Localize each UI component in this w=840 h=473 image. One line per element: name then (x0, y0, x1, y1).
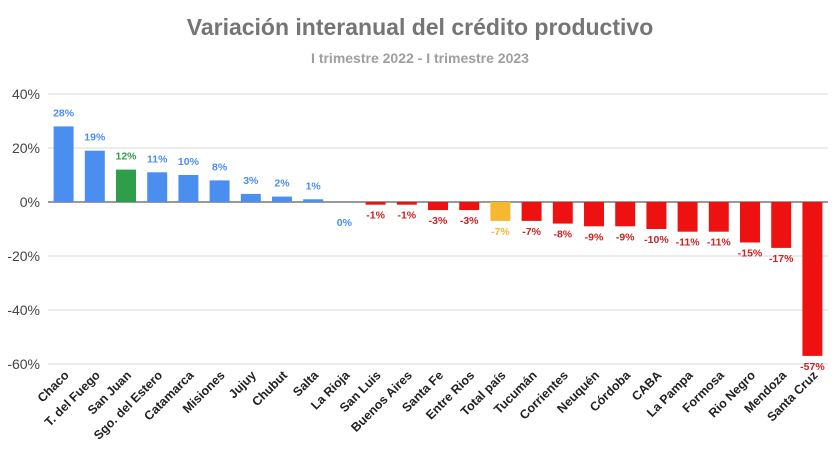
y-tick-label: 0% (20, 194, 40, 210)
bar (677, 202, 698, 232)
bar (615, 202, 636, 227)
bar (53, 126, 74, 202)
data-label: -7% (491, 226, 510, 238)
data-label: -9% (616, 231, 635, 243)
data-label: 1% (306, 180, 322, 192)
bar (708, 202, 729, 232)
bar (740, 202, 760, 243)
data-label: -15% (738, 248, 763, 260)
y-tick-label: -20% (7, 248, 40, 264)
bar (552, 202, 573, 224)
chart-title: Variación interanual del crédito product… (186, 14, 654, 40)
data-label: -7% (522, 226, 541, 238)
data-label: -11% (707, 237, 732, 249)
y-tick-label: 40% (12, 86, 40, 102)
data-label: -10% (644, 234, 669, 246)
bar (84, 150, 105, 202)
data-label: -1% (366, 210, 385, 222)
data-label: 8% (212, 161, 228, 173)
x-tick-label: Chubut (249, 368, 290, 409)
data-label: -3% (460, 215, 479, 227)
bar (272, 196, 292, 202)
data-label: 19% (84, 132, 106, 144)
data-label: 2% (274, 178, 290, 190)
bar (802, 202, 823, 356)
data-label: -9% (585, 231, 604, 243)
data-label: -11% (676, 237, 701, 249)
data-label: -17% (769, 253, 794, 265)
bar (646, 202, 667, 229)
bar (428, 202, 448, 211)
bar (365, 202, 386, 205)
bar (116, 169, 136, 202)
bar (771, 202, 792, 248)
data-label: 10% (178, 156, 200, 168)
data-label: 3% (243, 175, 259, 187)
y-tick-label: -60% (7, 356, 40, 372)
bar (147, 172, 168, 202)
bar (303, 199, 324, 202)
bar (521, 202, 542, 221)
data-label: 28% (53, 107, 75, 119)
bar (178, 175, 199, 202)
bar (459, 202, 480, 211)
data-label: 11% (147, 153, 168, 165)
bar (584, 202, 604, 227)
y-tick-label: -40% (7, 302, 40, 318)
data-label: 12% (115, 151, 137, 163)
bar (240, 193, 261, 202)
data-label: -1% (397, 210, 416, 222)
data-label: -3% (429, 215, 448, 227)
data-label: 0% (337, 217, 353, 229)
data-label: -57% (800, 361, 825, 373)
bar (209, 180, 230, 202)
bar (490, 202, 511, 221)
data-label: -8% (553, 229, 572, 241)
bar (396, 202, 417, 205)
chart-subtitle: I trimestre 2022 - I trimestre 2023 (311, 50, 529, 66)
y-tick-label: 20% (12, 140, 40, 156)
